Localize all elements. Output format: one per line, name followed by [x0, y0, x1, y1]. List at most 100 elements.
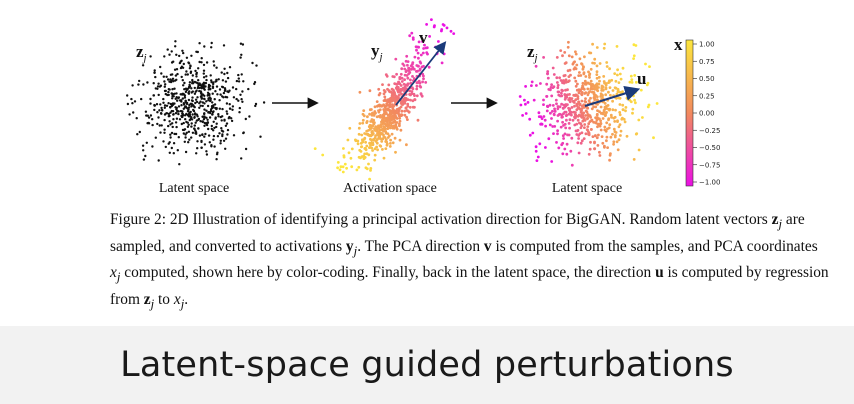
- scatter-point: [191, 113, 194, 116]
- scatter-point: [190, 125, 193, 128]
- scatter-point: [347, 151, 351, 155]
- scatter-point: [172, 95, 175, 98]
- colorbar-tick-label: 0.50: [699, 75, 715, 83]
- scatter-point: [628, 80, 632, 84]
- scatter-point: [587, 99, 591, 103]
- scatter-point: [385, 74, 389, 78]
- scatter-point: [382, 89, 386, 92]
- scatter-point: [170, 50, 173, 53]
- scatter-point: [202, 76, 206, 79]
- scatter-point: [425, 46, 429, 50]
- scatter-point: [392, 125, 395, 129]
- scatter-point: [569, 111, 573, 114]
- scatter-point: [362, 109, 366, 112]
- scatter-point: [383, 98, 387, 101]
- scatter-point: [158, 85, 162, 88]
- scatter-point: [205, 100, 208, 103]
- scatter-point: [406, 63, 409, 67]
- scatter-point: [542, 98, 545, 102]
- scatter-point: [377, 87, 381, 91]
- scatter-point: [237, 80, 241, 83]
- scatter-point: [224, 147, 227, 150]
- scatter-point: [391, 141, 395, 145]
- scatter-point: [145, 141, 148, 144]
- scatter-point: [603, 125, 607, 129]
- scatter-point: [254, 102, 258, 106]
- scatter-point: [216, 135, 220, 138]
- scatter-point: [440, 61, 444, 65]
- scatter-point: [410, 31, 414, 35]
- scatter-point: [195, 71, 198, 75]
- scatter-point: [632, 54, 636, 58]
- scatter-point: [164, 92, 167, 96]
- scatter-point: [131, 84, 134, 87]
- scatter-point: [184, 90, 188, 94]
- scatter-point: [612, 140, 616, 144]
- scatter-point: [373, 147, 377, 151]
- scatter-point: [338, 168, 342, 172]
- figure-svg: zj yj v zj u Latent space Activation spa…: [126, 18, 720, 196]
- scatter-point: [198, 89, 201, 93]
- scatter-point: [584, 109, 588, 113]
- scatter-point: [394, 111, 398, 115]
- scatter-point: [570, 55, 574, 59]
- scatter-point: [198, 106, 201, 110]
- scatter-point: [392, 98, 395, 101]
- scatter-point: [190, 102, 193, 106]
- scatter-point: [365, 132, 368, 136]
- scatter-point: [228, 115, 231, 119]
- scatter-point: [153, 71, 156, 74]
- scatter-point: [313, 147, 317, 151]
- scatter-point: [385, 117, 389, 120]
- scatter-point: [360, 133, 364, 137]
- scatter-point: [217, 113, 220, 116]
- scatter-point: [152, 94, 156, 97]
- scatter-point: [203, 108, 206, 111]
- scatter-point: [406, 102, 410, 106]
- scatter-point: [382, 92, 386, 96]
- scatter-point: [619, 129, 623, 133]
- scatter-point: [595, 136, 599, 140]
- scatter-point: [154, 75, 157, 79]
- scatter-point: [611, 89, 615, 92]
- scatter-point: [153, 108, 156, 112]
- scatter-point: [577, 137, 580, 140]
- scatter-point: [235, 87, 238, 91]
- scatter-point: [418, 67, 422, 71]
- scatter-point: [590, 119, 593, 123]
- scatter-point: [423, 43, 426, 47]
- scatter-point: [618, 96, 622, 100]
- scatter-point: [411, 62, 414, 66]
- scatter-point: [595, 70, 599, 74]
- scatter-point: [577, 74, 581, 77]
- scatter-point: [584, 114, 588, 117]
- scatter-point: [386, 87, 389, 91]
- scatter-point: [197, 118, 200, 122]
- scatter-point: [593, 140, 596, 144]
- scatter-point: [584, 97, 587, 100]
- scatter-point: [216, 93, 219, 96]
- scatter-point: [377, 93, 381, 97]
- scatter-point: [193, 124, 196, 127]
- scatter-point: [618, 113, 622, 117]
- scatter-point: [368, 89, 372, 93]
- scatter-point: [381, 128, 385, 132]
- scatter-point: [584, 81, 587, 85]
- scatter-point: [595, 118, 599, 122]
- scatter-point: [356, 139, 360, 143]
- scatter-point: [212, 129, 215, 132]
- colorbar: [685, 39, 694, 187]
- scatter-point: [424, 81, 428, 84]
- scatter-point: [575, 63, 579, 67]
- scatter-point: [203, 115, 206, 118]
- scatter-point: [240, 73, 243, 76]
- scatter-point: [154, 136, 157, 139]
- scatter-point: [362, 114, 366, 118]
- scatter-point: [151, 123, 154, 127]
- scatter-point: [203, 112, 206, 116]
- scatter-point: [226, 133, 229, 136]
- scatter-point: [167, 102, 170, 105]
- scatter-point: [398, 119, 402, 123]
- scatter-point: [225, 110, 228, 113]
- scatter-point: [618, 72, 622, 76]
